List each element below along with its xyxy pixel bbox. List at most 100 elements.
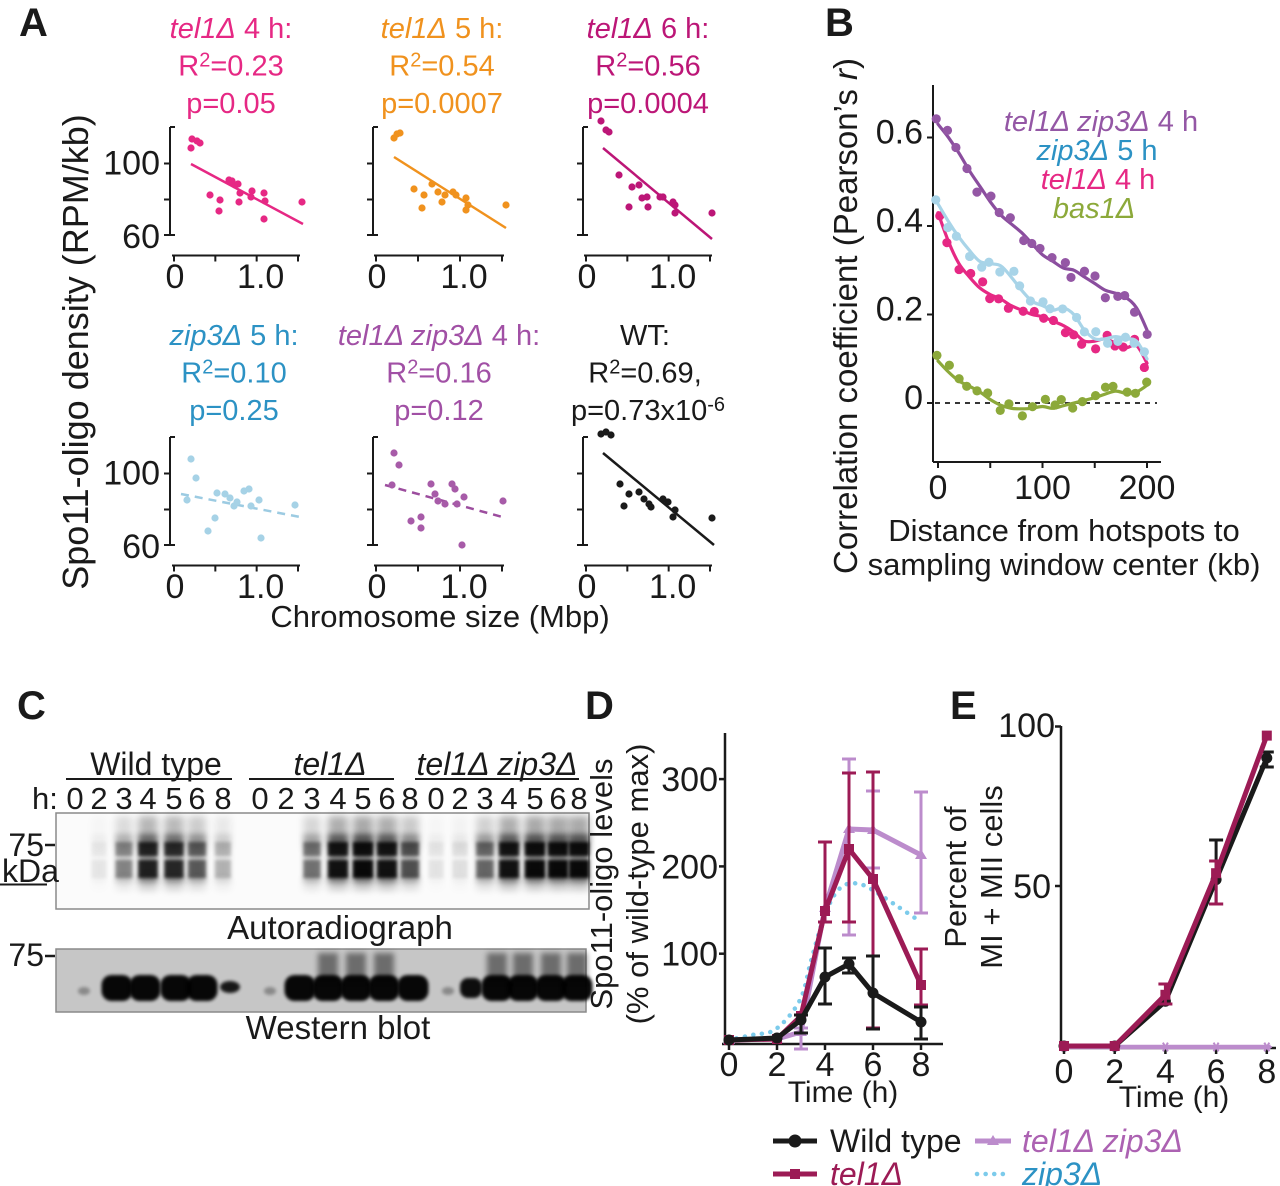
svg-text:5: 5 xyxy=(354,781,371,816)
svg-text:8: 8 xyxy=(570,781,587,816)
svg-text:0: 0 xyxy=(427,781,444,816)
svg-text:0.6: 0.6 xyxy=(876,114,923,152)
svg-text:R2=0.69,: R2=0.69, xyxy=(588,357,702,390)
svg-text:0: 0 xyxy=(66,781,83,816)
svg-text:tel1Δ zip3Δ: tel1Δ zip3Δ xyxy=(1022,1123,1183,1159)
svg-text:6: 6 xyxy=(549,781,566,816)
svg-text:6: 6 xyxy=(1207,1053,1226,1091)
svg-text:4: 4 xyxy=(816,1046,835,1084)
svg-text:2: 2 xyxy=(451,781,468,816)
svg-text:h:: h: xyxy=(32,781,58,816)
svg-text:8: 8 xyxy=(214,781,231,816)
svg-text:50: 50 xyxy=(1013,868,1051,906)
svg-text:R2=0.56: R2=0.56 xyxy=(595,50,700,83)
svg-text:100: 100 xyxy=(661,936,718,974)
svg-text:100: 100 xyxy=(1014,469,1071,507)
svg-text:tel1Δ 4 h: tel1Δ 4 h xyxy=(1041,164,1156,196)
svg-text:Wild type: Wild type xyxy=(830,1123,962,1159)
svg-text:5: 5 xyxy=(526,781,543,816)
svg-text:100: 100 xyxy=(998,707,1055,745)
svg-text:0: 0 xyxy=(166,258,185,296)
svg-text:bas1Δ: bas1Δ xyxy=(1053,193,1135,225)
svg-text:8: 8 xyxy=(401,781,418,816)
svg-text:D: D xyxy=(585,684,614,728)
svg-text:(% of wild-type max): (% of wild-type max) xyxy=(620,744,655,1025)
svg-text:Correlation coefficient (Pears: Correlation coefficient (Pearson’s r) xyxy=(827,58,864,574)
svg-text:Time (h): Time (h) xyxy=(1119,1081,1230,1114)
svg-text:R2=0.10: R2=0.10 xyxy=(181,357,286,390)
svg-text:p=0.0004: p=0.0004 xyxy=(587,88,709,120)
svg-text:100: 100 xyxy=(103,455,160,493)
svg-text:p=0.73x10-6: p=0.73x10-6 xyxy=(571,394,725,427)
svg-text:Wild type: Wild type xyxy=(90,746,222,782)
svg-text:1.0: 1.0 xyxy=(237,258,284,296)
svg-text:0: 0 xyxy=(929,469,948,507)
svg-text:1.0: 1.0 xyxy=(649,568,696,606)
svg-text:3: 3 xyxy=(476,781,493,816)
svg-text:200: 200 xyxy=(1119,469,1176,507)
svg-text:100: 100 xyxy=(103,145,160,183)
svg-text:Chromosome size (Mbp): Chromosome size (Mbp) xyxy=(270,599,609,634)
svg-text:0: 0 xyxy=(251,781,268,816)
svg-text:0: 0 xyxy=(720,1046,739,1084)
svg-text:Spo11-oligo density (RPM/kb): Spo11-oligo density (RPM/kb) xyxy=(55,114,96,590)
svg-text:1.0: 1.0 xyxy=(649,258,696,296)
svg-text:1.0: 1.0 xyxy=(237,568,284,606)
svg-text:tel1Δ 6 h:: tel1Δ 6 h: xyxy=(587,13,710,45)
svg-text:p=0.05: p=0.05 xyxy=(186,88,276,120)
svg-text:2: 2 xyxy=(1105,1053,1124,1091)
svg-text:zip3Δ 5 h: zip3Δ 5 h xyxy=(1035,135,1157,167)
svg-text:tel1Δ 5 h:: tel1Δ 5 h: xyxy=(381,13,504,45)
svg-text:sampling window center (kb): sampling window center (kb) xyxy=(868,547,1261,582)
svg-text:60: 60 xyxy=(122,528,160,566)
svg-text:0: 0 xyxy=(1055,1053,1074,1091)
svg-text:Distance from hotspots to: Distance from hotspots to xyxy=(888,513,1240,548)
svg-text:tel1Δ zip3Δ: tel1Δ zip3Δ xyxy=(417,746,578,782)
svg-text:4: 4 xyxy=(500,781,517,816)
svg-text:8: 8 xyxy=(912,1046,931,1084)
svg-text:0.2: 0.2 xyxy=(876,291,923,329)
svg-text:tel1Δ zip3Δ 4 h: tel1Δ zip3Δ 4 h xyxy=(1004,106,1198,138)
svg-text:zip3Δ 5 h:: zip3Δ 5 h: xyxy=(168,320,298,352)
svg-text:6: 6 xyxy=(188,781,205,816)
svg-text:1.0: 1.0 xyxy=(440,258,487,296)
svg-text:Time (h): Time (h) xyxy=(788,1076,899,1109)
svg-text:R2=0.23: R2=0.23 xyxy=(178,50,283,83)
svg-text:WT:: WT: xyxy=(620,320,670,352)
svg-text:C: C xyxy=(17,684,46,728)
svg-text:0.4: 0.4 xyxy=(876,202,923,240)
svg-text:tel1Δ: tel1Δ xyxy=(830,1156,903,1186)
svg-text:3: 3 xyxy=(115,781,132,816)
svg-text:tel1Δ 4 h:: tel1Δ 4 h: xyxy=(170,13,293,45)
svg-text:A: A xyxy=(19,1,48,45)
svg-text:kDa: kDa xyxy=(2,853,59,889)
svg-text:6: 6 xyxy=(378,781,395,816)
svg-text:2: 2 xyxy=(90,781,107,816)
svg-text:R2=0.54: R2=0.54 xyxy=(389,50,494,83)
svg-text:Autoradiograph: Autoradiograph xyxy=(227,909,453,946)
svg-text:0: 0 xyxy=(368,258,387,296)
svg-text:0: 0 xyxy=(578,568,597,606)
svg-text:4: 4 xyxy=(1156,1053,1175,1091)
svg-text:p=0.12: p=0.12 xyxy=(394,395,484,427)
svg-text:1.0: 1.0 xyxy=(440,568,487,606)
svg-text:E: E xyxy=(950,684,977,728)
svg-text:6: 6 xyxy=(864,1046,883,1084)
svg-text:4: 4 xyxy=(329,781,346,816)
svg-text:MI + MII cells: MI + MII cells xyxy=(974,785,1009,968)
svg-text:300: 300 xyxy=(661,761,718,799)
svg-text:3: 3 xyxy=(303,781,320,816)
svg-text:2: 2 xyxy=(768,1046,787,1084)
svg-text:tel1Δ zip3Δ 4 h:: tel1Δ zip3Δ 4 h: xyxy=(338,320,540,352)
svg-text:200: 200 xyxy=(661,848,718,886)
svg-text:zip3Δ: zip3Δ xyxy=(1021,1156,1102,1186)
svg-text:B: B xyxy=(825,1,854,45)
svg-text:75: 75 xyxy=(8,827,44,863)
svg-text:0: 0 xyxy=(578,258,597,296)
svg-text:R2=0.16: R2=0.16 xyxy=(386,357,491,390)
svg-text:0: 0 xyxy=(368,568,387,606)
svg-text:Spo11-oligo levels: Spo11-oligo levels xyxy=(584,758,619,1009)
svg-text:Percent of: Percent of xyxy=(938,806,973,948)
svg-text:60: 60 xyxy=(122,218,160,256)
svg-text:5: 5 xyxy=(165,781,182,816)
